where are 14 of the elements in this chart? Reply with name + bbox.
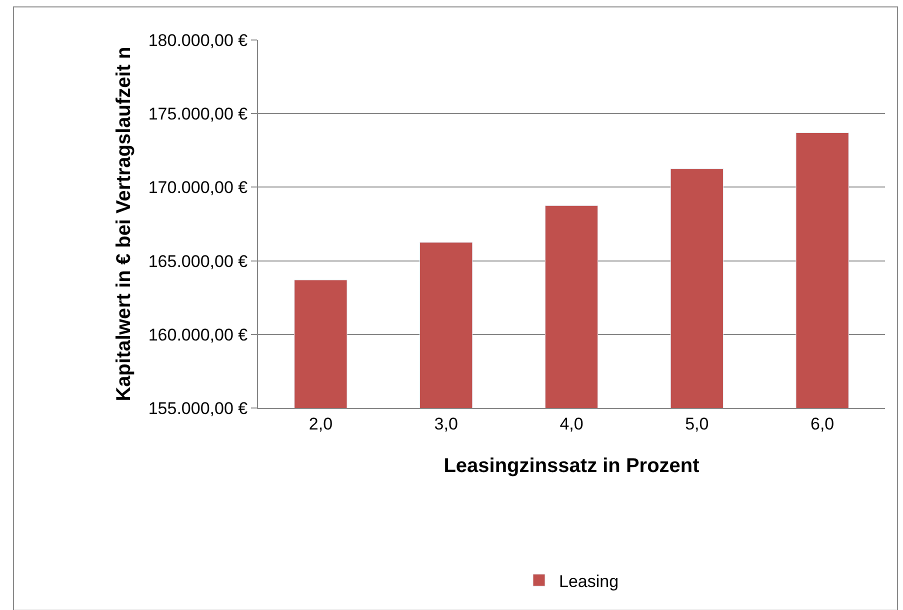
x-tick-label: 4,0 — [560, 414, 584, 434]
x-tick-label: 2,0 — [308, 414, 333, 434]
y-tick-label: 180.000,00 € — [148, 30, 248, 50]
x-tick-label: 6,0 — [810, 414, 834, 434]
y-tick-label: 165.000,00 € — [148, 252, 248, 271]
legend-label: Leasing — [559, 572, 619, 591]
y-tick-label: 175.000,00 € — [148, 104, 248, 124]
x-tick-label: 5,0 — [685, 414, 709, 434]
y-tick-label: 160.000,00 € — [148, 325, 248, 344]
x-tick-label: 3,0 — [434, 414, 458, 434]
y-tick-label: 170.000,00 € — [148, 178, 248, 198]
x-axis-title: Leasingzinssatz in Prozent — [444, 454, 700, 477]
y-axis-title: Kapitalwert in € bei Vertragslaufzeit n — [112, 46, 135, 402]
y-tick-label: 155.000,00 € — [148, 398, 248, 418]
